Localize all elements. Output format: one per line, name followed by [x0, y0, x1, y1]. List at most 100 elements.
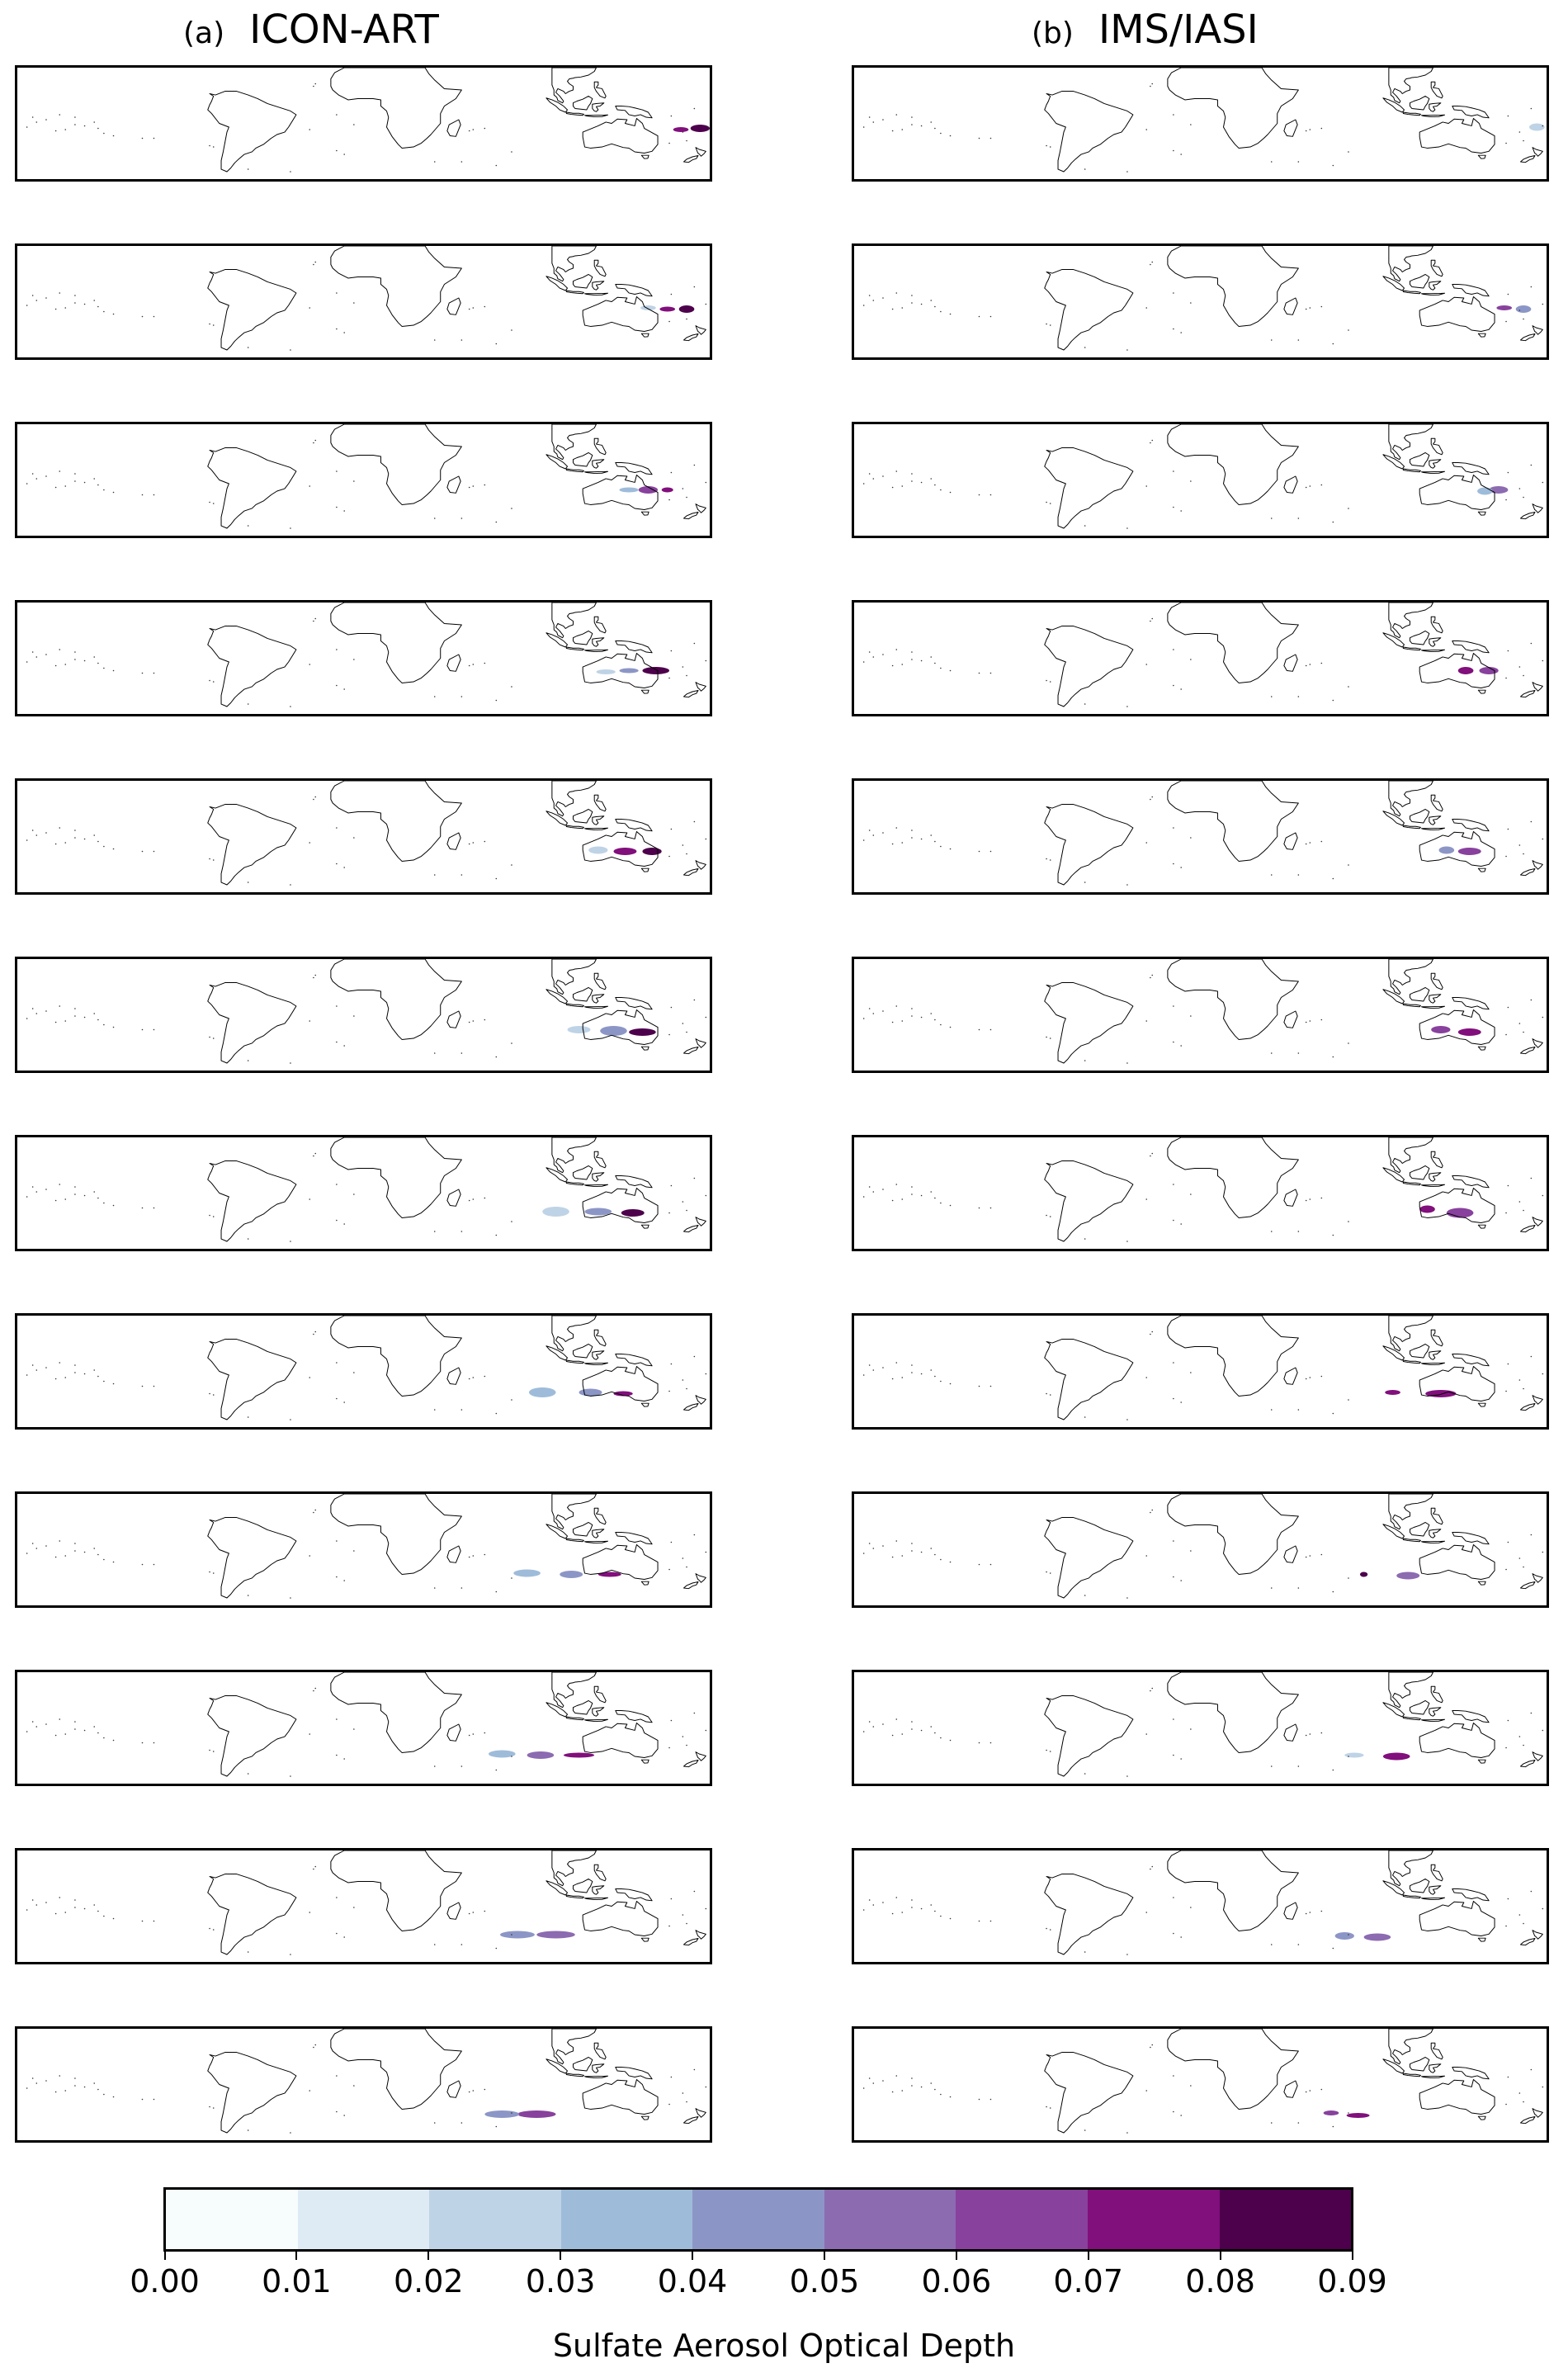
- coastline-south-island-nz: [683, 2115, 699, 2125]
- island-dot: [1173, 1932, 1174, 1935]
- island-dot: [336, 1362, 338, 1364]
- coastline-lesser-sunda: [1420, 649, 1445, 653]
- map-panel-a-6: [15, 957, 712, 1073]
- island-dot: [1173, 149, 1174, 152]
- coastline-south-america: [1044, 1695, 1134, 1777]
- island-dot: [336, 2075, 338, 2077]
- island-dot: [460, 1231, 463, 1232]
- world-map: [26, 424, 707, 529]
- coastline-java: [1402, 1359, 1421, 1364]
- island-dot: [940, 132, 942, 135]
- island-dot: [1542, 303, 1544, 305]
- island-dot: [911, 651, 913, 653]
- island-dot: [74, 124, 76, 125]
- island-dot: [1320, 1197, 1323, 1199]
- island-dot: [882, 1545, 884, 1547]
- island-dot: [484, 127, 486, 130]
- coastline-madagascar: [446, 1010, 461, 1028]
- island-dot: [353, 1193, 355, 1195]
- coastline-africa: [1167, 2029, 1299, 2110]
- coastline-madagascar: [1283, 2080, 1298, 2098]
- island-dot: [1305, 1378, 1307, 1380]
- world-map: [26, 603, 707, 707]
- island-dot: [934, 484, 936, 486]
- island-dot: [343, 510, 345, 512]
- island-dot: [247, 1595, 249, 1596]
- island-dot: [54, 843, 57, 845]
- coastline-north-island-nz: [695, 325, 706, 335]
- island-dot: [1084, 882, 1086, 883]
- coastline-borneo: [1409, 95, 1430, 111]
- coastline-south-america: [1044, 2052, 1134, 2134]
- coastline-south-america: [207, 2052, 297, 2134]
- island-dot: [433, 696, 436, 697]
- island-dot: [1542, 1194, 1544, 1197]
- island-dot: [693, 2068, 696, 2071]
- coastline-africa: [1167, 1672, 1299, 1753]
- island-dot: [1046, 1036, 1047, 1038]
- island-dot: [1507, 650, 1509, 652]
- island-dot: [1530, 820, 1533, 823]
- island-dot: [891, 1021, 894, 1023]
- island-dot: [45, 832, 47, 834]
- world-map: [862, 1850, 1544, 1955]
- colorbar-tick-mark: [560, 2252, 562, 2260]
- coastline-africa: [1167, 1494, 1299, 1575]
- island-dot: [862, 1196, 865, 1198]
- coastline-africa: [330, 246, 462, 327]
- aod-plume-2: [1477, 487, 1493, 495]
- coastline-new-guinea: [615, 1532, 653, 1545]
- island-dot: [1126, 1241, 1128, 1242]
- island-dot: [74, 1543, 76, 1544]
- coastline-indochina: [551, 1137, 597, 1174]
- island-dot: [209, 679, 210, 682]
- coastline-indochina: [551, 603, 597, 639]
- island-dot: [468, 1556, 470, 1558]
- island-dot: [54, 1734, 57, 1737]
- aod-plume-1: [563, 1752, 595, 1758]
- island-dot: [153, 1920, 155, 1922]
- aod-plume-1: [536, 1931, 575, 1939]
- island-dot: [153, 137, 155, 139]
- island-dot: [103, 2093, 105, 2096]
- island-dot: [59, 1897, 61, 1898]
- island-dot: [705, 481, 707, 484]
- coastline-sulawesi: [1429, 1172, 1442, 1182]
- island-dot: [1523, 674, 1524, 677]
- coastline-sumatra: [545, 2058, 569, 2074]
- coastline-australia: [582, 2078, 659, 2115]
- coastline-borneo: [572, 986, 593, 1002]
- island-dot: [1145, 1198, 1148, 1200]
- coastline-lesser-sunda: [583, 1362, 608, 1366]
- island-dot: [336, 149, 338, 152]
- island-dot: [103, 1202, 105, 1204]
- island-dot: [313, 1868, 314, 1870]
- coastline-south-island-nz: [1520, 689, 1536, 698]
- island-dot: [862, 1731, 865, 1732]
- island-dot: [472, 129, 475, 130]
- world-map: [26, 68, 710, 173]
- island-dot: [290, 171, 291, 173]
- coastline-philippines: [1430, 794, 1443, 812]
- coastline-south-island-nz: [683, 867, 699, 877]
- island-dot: [868, 1186, 871, 1188]
- coastline-tasmania: [640, 154, 649, 159]
- world-map: [862, 246, 1544, 351]
- island-dot: [882, 1902, 884, 1903]
- world-map: [862, 2029, 1544, 2134]
- island-dot: [1126, 171, 1128, 173]
- aod-plume-3: [567, 1026, 591, 1033]
- coastline-indochina: [551, 959, 597, 995]
- coastline-philippines: [1430, 1685, 1443, 1704]
- coastline-indochina: [1388, 1316, 1433, 1352]
- coastline-sumatra: [545, 97, 569, 113]
- island-dot: [112, 1026, 115, 1028]
- coastline-philippines: [593, 437, 607, 456]
- island-dot: [1505, 1568, 1507, 1571]
- island-dot: [433, 1587, 436, 1589]
- island-dot: [433, 1409, 436, 1411]
- island-dot: [1348, 1042, 1349, 1044]
- coastline-lesser-sunda: [1420, 114, 1445, 118]
- island-dot: [112, 1204, 115, 1207]
- island-dot: [1320, 840, 1323, 843]
